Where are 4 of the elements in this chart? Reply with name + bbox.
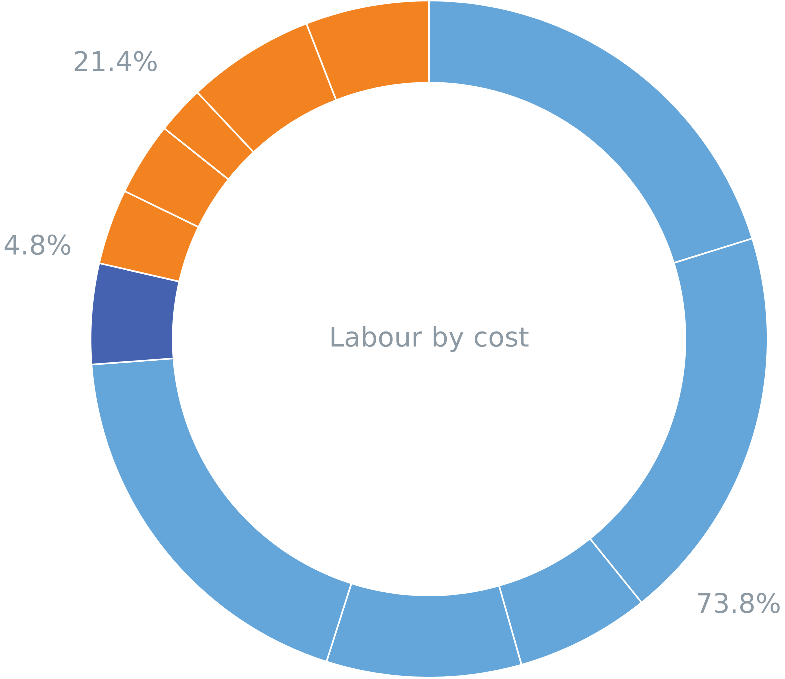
- text: 73.8%: [698, 593, 780, 614]
- text: Labour by cost: [332, 326, 529, 353]
- text: 21.4%: [74, 51, 157, 72]
- data-label: 4.8%: [4, 234, 71, 256]
